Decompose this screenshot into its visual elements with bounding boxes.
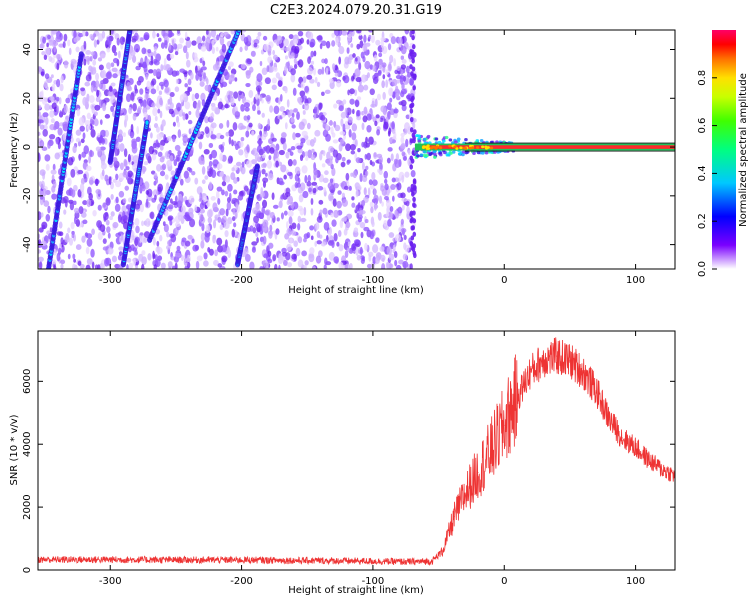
spectrogram-plot-area xyxy=(38,30,675,269)
snr-point xyxy=(556,355,558,357)
spectrogram-ytick-label: -40 xyxy=(22,236,33,252)
colorbar-tick-label: 0.2 xyxy=(697,213,708,229)
colorbar-tick-label: 0.4 xyxy=(697,165,708,181)
snr-point xyxy=(431,560,433,562)
snr-point xyxy=(608,418,610,420)
snr-point xyxy=(621,437,624,439)
spectrogram-xtick-label: -200 xyxy=(230,275,253,286)
spectrogram-carrier xyxy=(414,134,675,159)
snr-xtick-label: 100 xyxy=(626,576,645,587)
colorbar-gradient xyxy=(712,30,736,269)
colorbar: 0.0 0.2 0.4 0.6 0.8 Normalized spectral ampl… xyxy=(697,30,749,277)
snr-point xyxy=(490,449,492,452)
snr-point xyxy=(648,459,650,461)
snr-point xyxy=(306,559,308,562)
snr-ytick-label: 6000 xyxy=(22,369,33,394)
spectrogram-track-3 xyxy=(120,119,150,268)
snr-point xyxy=(453,515,455,518)
spectrogram-track-4 xyxy=(235,163,260,268)
colorbar-tick-label: 0.6 xyxy=(697,118,708,134)
colorbar-label: Normalized spectral amplitude xyxy=(738,73,749,227)
snr-point xyxy=(595,390,597,392)
spectrogram-xtick-label: -300 xyxy=(99,275,122,286)
snr-point xyxy=(529,371,532,373)
spectrogram-ytick-label: 40 xyxy=(22,43,33,56)
snr-point xyxy=(441,550,444,552)
spectrogram-xtick-label: 100 xyxy=(626,275,645,286)
snr-point xyxy=(448,531,450,533)
spectrogram-xtick-label: -100 xyxy=(362,275,385,286)
spectrogram-ylabel: Frequency (Hz) xyxy=(9,112,20,188)
snr-series-line xyxy=(38,337,675,567)
snr-point xyxy=(464,493,466,496)
snr-ylabel: SNR (10 * v/v) xyxy=(9,414,20,485)
snr-point xyxy=(240,559,243,561)
snr-point xyxy=(634,446,637,448)
snr-xlabel: Height of straight line (km) xyxy=(288,585,424,596)
spectrogram-xtick-label: 0 xyxy=(501,275,507,286)
spectrogram-ytick-label: 0 xyxy=(22,144,33,150)
snr-point xyxy=(516,396,518,398)
spectrogram-track-1 xyxy=(107,30,133,165)
colorbar-tick-label: 0.8 xyxy=(697,70,708,86)
spectrogram-xlabel: Height of straight line (km) xyxy=(288,285,424,296)
snr-point xyxy=(582,371,584,373)
snr-ytick-label: 4000 xyxy=(22,431,33,456)
snr-point xyxy=(411,561,413,563)
snr-point xyxy=(503,424,505,426)
spectrogram-ytick-label: 20 xyxy=(22,92,33,105)
snr-xtick-label: -300 xyxy=(99,576,122,587)
snr-point xyxy=(109,559,111,561)
snr-xtick-label: -200 xyxy=(230,576,253,587)
snr-point xyxy=(543,358,545,360)
spectrogram-track-2 xyxy=(147,30,242,243)
figure-title: C2E3.2024.079.20.31.G19 xyxy=(270,3,442,18)
snr-frame xyxy=(37,330,676,571)
snr-xtick-label: 0 xyxy=(501,576,507,587)
spectrogram-track-0 xyxy=(45,51,84,269)
snr-ytick-label: 0 xyxy=(22,567,33,573)
snr-point xyxy=(372,560,374,562)
snr-point xyxy=(175,559,177,561)
snr-xtick-label: -100 xyxy=(362,576,385,587)
snr-point xyxy=(661,468,663,470)
spectrogram-ytick-label: -20 xyxy=(22,188,33,204)
spectrogram-frame xyxy=(37,29,676,270)
snr-plot-area xyxy=(38,337,675,567)
colorbar-tick-label: 0.0 xyxy=(697,261,708,277)
colorbar-ticks: 0.0 0.2 0.4 0.6 0.8 xyxy=(697,70,717,277)
snr-ytick-label: 2000 xyxy=(22,494,33,519)
snr-point xyxy=(569,360,571,362)
snr-point xyxy=(477,471,479,474)
